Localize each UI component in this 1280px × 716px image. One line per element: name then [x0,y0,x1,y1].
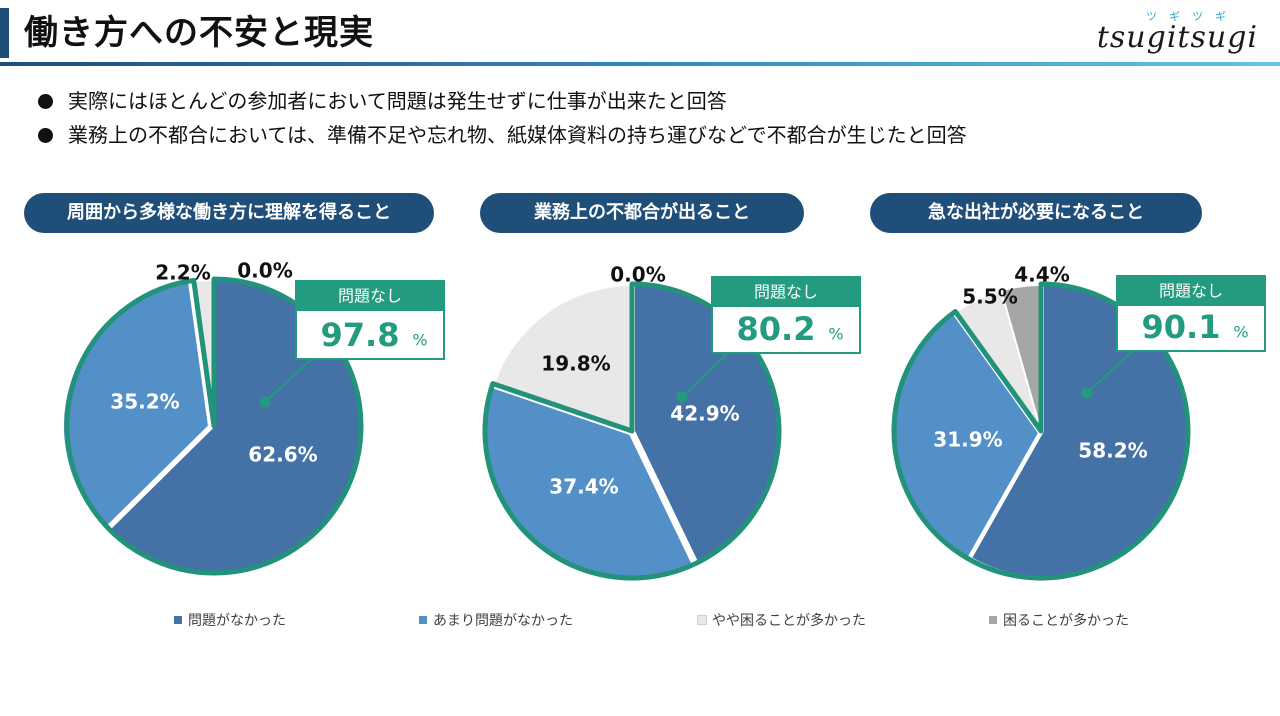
brand-logo: ツギツギ tsugitsugi [1097,8,1258,64]
summary-bullets: 実際にはほとんどの参加者において問題は発生せずに仕事が出来たと回答 業務上の不都… [38,84,967,152]
slice-label: 4.4% [1014,263,1069,287]
callout-dot [676,391,688,403]
legend-label: 問題がなかった [188,613,286,629]
callout-header [712,277,860,307]
legend-item: 困ることが多かった [989,610,1129,630]
callout-dot [1081,387,1093,399]
callout-leader [1086,348,1136,394]
bullet-item: 実際にはほとんどの参加者において問題は発生せずに仕事が出来たと回答 [38,84,967,118]
callout-value: 90.1 [1142,308,1221,346]
legend-swatch [697,615,707,625]
slice-label: 62.6% [248,443,317,467]
callout-leader [264,356,315,403]
legend-item: やや困ることが多かった [697,610,866,630]
callout-value: 80.2 [737,310,816,348]
title-accent-bar [0,8,9,58]
callout-label: 問題なし [338,287,402,306]
callout-header [296,281,444,311]
slice-label: 2.2% [155,261,210,285]
logo-ruby: ツギツギ [1146,10,1238,23]
legend-swatch [419,616,427,624]
slice-label: 31.9% [933,428,1002,452]
slice-label: 42.9% [670,402,739,426]
legend-label: あまり問題がなかった [433,613,573,629]
callout-leader [681,350,731,398]
callout-value: 97.8 [321,316,400,354]
chart-legend: 問題がなかった あまり問題がなかった やや困ることが多かった 困ることが多かった [0,610,1280,630]
callout-label: 問題なし [1159,282,1223,301]
slice-label: 37.4% [549,475,618,499]
header-divider [0,62,1280,66]
legend-swatch [174,616,182,624]
page-title: 働き方への不安と現実 [24,13,374,53]
bullet-item: 業務上の不都合においては、準備不足や忘れ物、紙媒体資料の持ち運びなどで不都合が生… [38,118,967,152]
slice-label: 35.2% [110,390,179,414]
legend-item: 問題がなかった [174,610,286,630]
logo-wordmark: tsugitsugi [1096,20,1258,55]
callout-unit: % [412,331,427,350]
chart-title-pill: 周囲から多様な働き方に理解を得ること [24,193,434,233]
chart-title-pill: 急な出社が必要になること [870,193,1202,233]
callout-dot [259,396,271,408]
slice-label: 58.2% [1078,439,1147,463]
callout-unit: % [1233,323,1248,342]
callout-header [1117,276,1265,306]
callout-label: 問題なし [754,283,818,302]
slice-label: 0.0% [237,259,292,283]
legend-item: あまり問題がなかった [419,610,573,630]
callout-unit: % [828,325,843,344]
legend-swatch [989,616,997,624]
slice-label: 5.5% [962,285,1017,309]
slice-label: 19.8% [541,352,610,376]
legend-label: やや困ることが多かった [712,613,866,629]
legend-label: 困ることが多かった [1003,613,1129,629]
chart-title-pill: 業務上の不都合が出ること [480,193,804,233]
slice-label: 0.0% [610,263,665,287]
